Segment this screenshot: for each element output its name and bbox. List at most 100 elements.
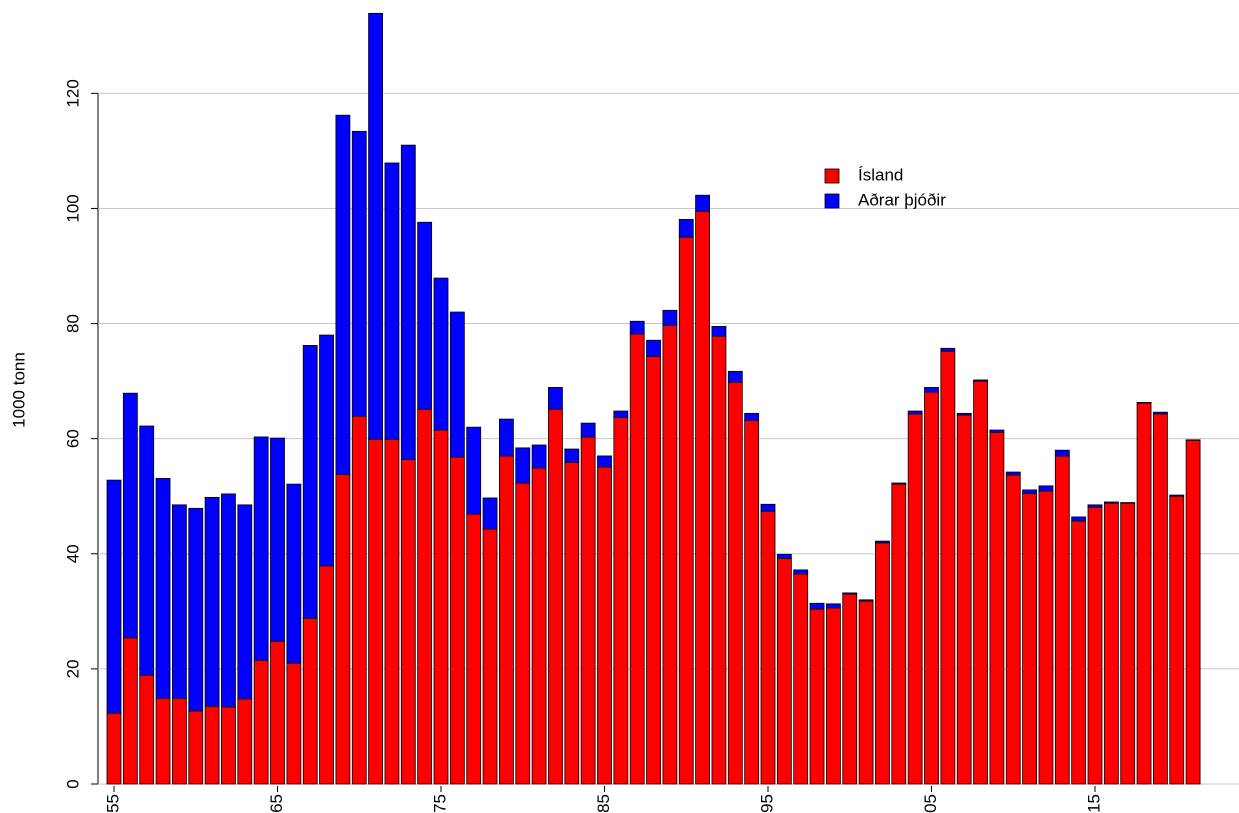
bar-segment [270,437,285,642]
bar-segment [302,617,318,785]
y-tick-label: 0 [63,779,82,788]
bar-segment [335,473,351,785]
bar-segment [793,573,809,785]
bar-segment [875,540,890,544]
bar-segment [744,419,760,785]
bar-segment [1022,492,1037,785]
bar-segment [548,408,563,785]
bar-segment [155,477,171,699]
bar-segment [744,412,760,421]
bar-segment [826,607,841,785]
bar-segment [122,392,138,639]
bar-segment [989,429,1005,433]
bar-segment [1005,471,1021,476]
bar-segment [907,413,923,785]
bar-segment [433,277,449,431]
bar-segment [1153,413,1168,785]
bar-segment [1038,490,1054,785]
bar-segment [776,553,792,559]
bar-segment [417,221,433,410]
bar-segment [662,309,678,326]
bar-segment [613,416,629,785]
bar-segment [1087,504,1103,508]
bar-segment [221,706,236,785]
bar-segment [842,592,858,595]
bar-segment [564,461,580,785]
bar-segment [449,311,465,458]
legend-swatch [824,168,840,184]
bar-segment [956,412,972,416]
bar-segment [1120,502,1136,504]
bar-segment [106,479,122,714]
bar-segment [139,425,155,676]
bar-segment [548,387,563,410]
bar-segment [809,608,825,785]
bar-segment [1054,455,1070,785]
bar-segment [270,640,285,785]
bar-segment [940,350,956,785]
bar-segment [597,466,612,785]
bar-segment [924,387,939,393]
bar-segment [695,194,710,212]
y-tick-label: 40 [63,544,82,563]
bar-segment [809,602,825,610]
bar-segment [449,456,465,785]
x-tick-label: 55 [103,794,122,813]
bar-segment [319,565,334,785]
bar-segment [286,662,302,785]
bar-segment [989,431,1005,785]
bar-segment [466,513,482,785]
bar-segment [940,347,956,352]
bar-segment [858,600,874,785]
bar-segment [433,429,449,785]
bar-segment [1103,501,1119,504]
bar-segment [237,698,253,785]
bar-segment [1169,494,1185,497]
legend-label: Ísland [858,165,903,184]
bar-segment [482,497,498,530]
bar-segment [400,144,416,460]
bar-segment [1071,516,1087,522]
bar-segment [155,697,171,785]
bar-segment [727,381,743,785]
bar-segment [646,339,661,357]
bar-segment [498,418,514,457]
x-tick-label: 95 [757,794,776,813]
bar-segment [384,162,400,440]
bar-segment [384,438,400,785]
bar-segment [1054,449,1070,457]
bar-segment [204,496,220,707]
bar-segment [727,370,743,383]
bar-segment [351,130,367,417]
x-tick-label: 85 [594,794,613,813]
bar-segment [1185,439,1201,441]
bar-segment [760,510,776,785]
bar-segment [711,326,727,337]
bar-segment [1136,402,1152,404]
bar-segment [646,355,661,785]
bar-segment [515,447,531,484]
bar-segment [351,415,367,785]
bar-segment [122,637,138,785]
bar-segment [466,426,482,515]
bar-segment [1136,402,1152,785]
bar-segment [286,483,302,664]
bar-segment [1153,411,1168,415]
bar-segment [1185,439,1201,785]
bar-segment [1103,502,1119,785]
y-tick-label: 60 [63,429,82,448]
bar-segment [139,674,155,785]
y-axis-label: 1000 tonn [9,352,28,428]
bar-segment [760,503,776,512]
y-tick-label: 20 [63,659,82,678]
bar-segment [580,436,596,785]
bar-segment [776,557,792,785]
bar-segment [106,712,122,785]
x-tick-label: 75 [430,794,449,813]
bar-segment [711,335,727,785]
bar-segment [564,448,580,463]
bar-segment [1038,485,1054,492]
bar-segment [1005,474,1021,785]
y-tick-label: 100 [63,194,82,222]
